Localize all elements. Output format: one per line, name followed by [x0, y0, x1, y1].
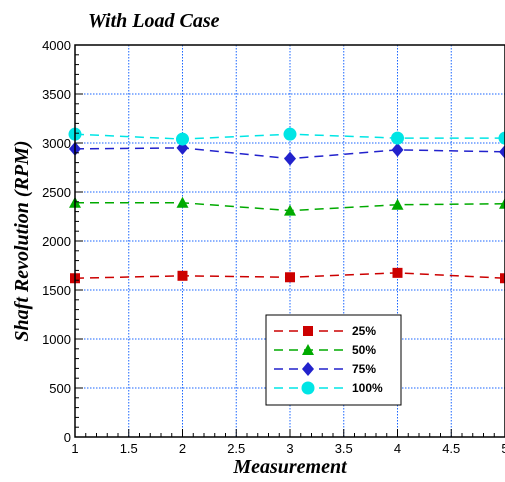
y-tick-label: 3000 — [42, 136, 71, 151]
data-point — [498, 131, 505, 145]
chart-title: With Load Case — [88, 10, 220, 32]
data-point — [392, 267, 403, 278]
y-tick-label: 2500 — [42, 185, 71, 200]
x-tick-label: 3.5 — [335, 441, 353, 456]
legend-label: 75% — [352, 362, 376, 376]
x-tick-label: 3 — [286, 441, 293, 456]
grid — [75, 45, 505, 437]
ticks-layer: 1 1.5 2 2.5 3 3.5 4 4.5 5 0 500 1000 1500 2000 2500 300… — [42, 38, 505, 456]
legend-marker — [302, 362, 314, 376]
data-point — [284, 204, 296, 216]
y-tick-label: 4000 — [42, 38, 71, 53]
y-axis-label: Shaft Revolution (RPM) — [11, 140, 33, 341]
data-point — [285, 272, 295, 283]
data-point — [283, 127, 297, 141]
legend-marker — [301, 381, 315, 395]
legend-label: 50% — [352, 343, 376, 357]
data-point — [176, 196, 189, 208]
data-point — [177, 270, 188, 281]
y-tick-label: 2000 — [42, 234, 71, 249]
x-tick-label: 1 — [71, 441, 78, 456]
data-point — [391, 142, 404, 157]
legend-box — [265, 314, 402, 406]
legend-marker — [302, 344, 314, 355]
x-tick-label: 5 — [501, 441, 505, 456]
x-tick-label: 2 — [179, 441, 186, 456]
legend: 25% 50% 75% 100% — [265, 314, 402, 406]
series-layer — [68, 127, 505, 284]
y-tick-label: 3500 — [42, 87, 71, 102]
data-point — [500, 273, 505, 284]
legend-label: 25% — [352, 324, 376, 338]
x-tick-label: 4.5 — [442, 441, 460, 456]
legend-label: 100% — [352, 381, 383, 395]
legend-marker — [303, 326, 313, 336]
data-point — [284, 151, 296, 166]
x-tick-label: 1.5 — [120, 441, 138, 456]
y-tick-label: 1000 — [42, 332, 71, 347]
x-tick-label: 2.5 — [227, 441, 245, 456]
y-tick-label: 0 — [64, 430, 71, 445]
data-point — [499, 144, 505, 159]
y-tick-label: 500 — [49, 381, 71, 396]
x-axis-label: Measurement — [232, 456, 348, 478]
data-point — [391, 198, 404, 210]
data-point — [391, 131, 404, 145]
y-tick-label: 1500 — [42, 283, 71, 298]
x-tick-label: 4 — [394, 441, 401, 456]
data-point — [176, 132, 189, 146]
data-point — [499, 197, 505, 209]
